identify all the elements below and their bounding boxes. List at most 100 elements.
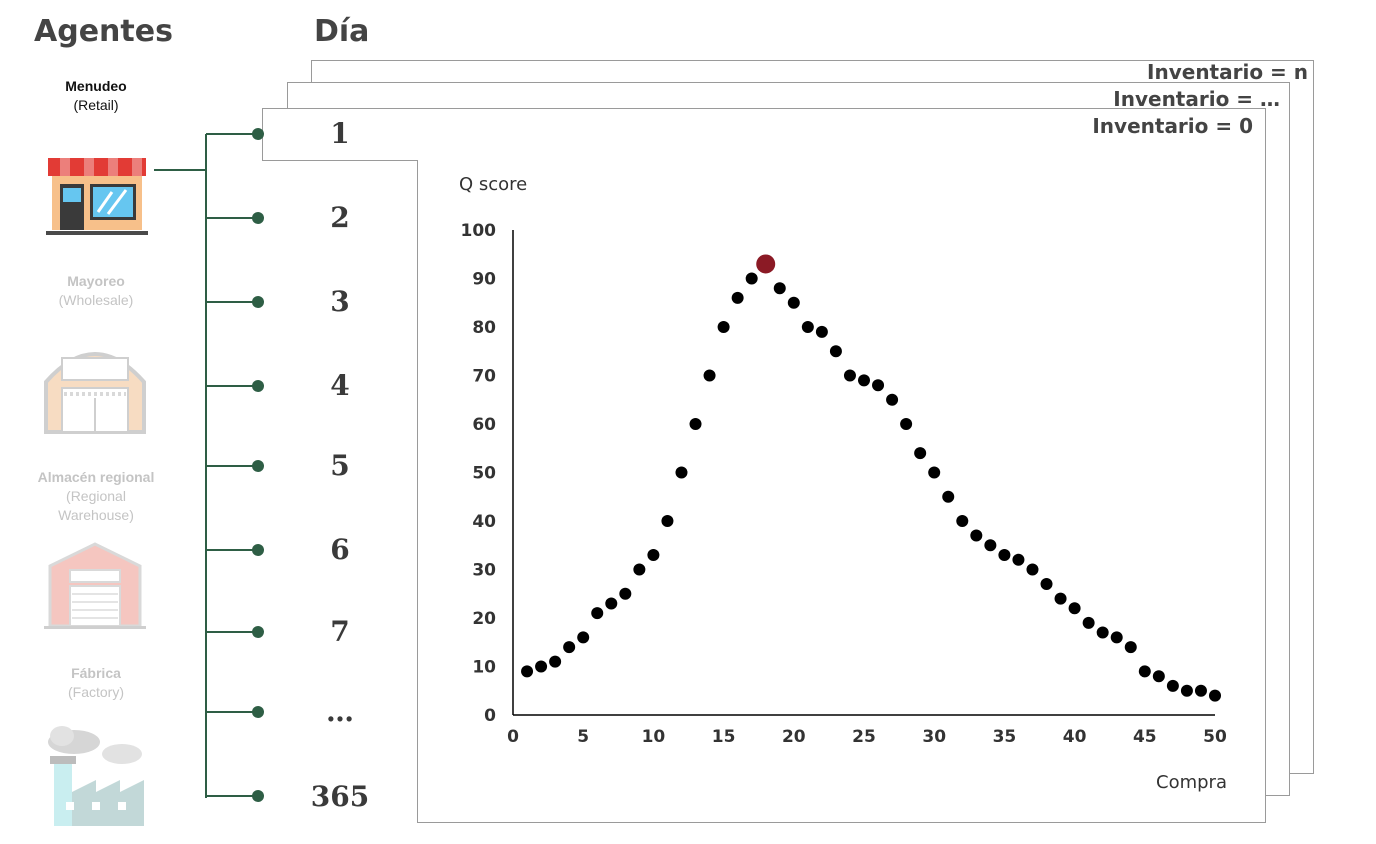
agent-factory[interactable]: Fábrica (Factory) <box>0 664 192 702</box>
day-label-6[interactable]: 6 <box>330 533 350 566</box>
agent-regional-name: Almacén regional <box>37 469 155 485</box>
data-point <box>970 529 983 542</box>
agent-regional-sub-1: (Regional <box>66 488 126 504</box>
agent-factory-sub: (Factory) <box>68 684 124 700</box>
data-point <box>549 655 562 668</box>
timeline-dot-day-6[interactable] <box>252 544 264 556</box>
inventory-frame-0[interactable] <box>262 108 1266 823</box>
data-point <box>1082 616 1095 629</box>
agent-regional-sub-2: Warehouse) <box>58 507 134 523</box>
x-tick-label: 45 <box>1133 727 1157 747</box>
data-point <box>577 631 590 644</box>
day-label-1[interactable]: 1 <box>330 117 350 150</box>
x-tick-label: 30 <box>922 727 946 747</box>
data-point <box>787 296 800 309</box>
timeline-dot-day-8[interactable] <box>252 706 264 718</box>
data-point <box>1096 626 1109 639</box>
data-point <box>661 515 674 527</box>
day-header: Día <box>314 14 370 49</box>
data-point <box>591 607 604 620</box>
agent-regional-warehouse[interactable]: Almacén regional (Regional Warehouse) <box>0 468 192 525</box>
y-tick-label: 0 <box>484 706 496 726</box>
regional-warehouse-icon <box>44 542 146 629</box>
day-label-4[interactable]: 4 <box>330 369 350 402</box>
y-tick-label: 30 <box>472 561 496 581</box>
data-point <box>1040 578 1053 591</box>
timeline-dot-day-3[interactable] <box>252 296 264 308</box>
data-point <box>1124 641 1137 654</box>
x-tick-label: 40 <box>1063 727 1087 747</box>
timeline-dot-day-5[interactable] <box>252 460 264 472</box>
y-tick-label: 50 <box>472 464 496 484</box>
data-point <box>1180 684 1193 697</box>
data-point <box>942 490 955 503</box>
day-tab-bottom-border <box>417 822 1266 823</box>
highlight-point <box>756 254 776 274</box>
data-point <box>773 282 786 295</box>
q-score-chart: Q score Compra 0 10 20 30 40 50 60 70 80 90 100 0 5… <box>459 174 1227 793</box>
x-tick-label: 20 <box>782 727 806 747</box>
factory-icon <box>48 726 144 826</box>
data-point <box>886 393 899 406</box>
data-point <box>900 418 913 430</box>
data-point <box>858 374 870 387</box>
data-point <box>956 515 969 527</box>
y-tick-label: 60 <box>472 415 496 435</box>
timeline-dot-day-7[interactable] <box>252 626 264 638</box>
y-tick-label: 90 <box>472 270 496 290</box>
agent-retail[interactable]: Menudeo (Retail) <box>0 77 192 115</box>
timeline <box>154 128 264 802</box>
agent-retail-sub: (Retail) <box>73 97 119 113</box>
agent-wholesale[interactable]: Mayoreo (Wholesale) <box>0 272 192 310</box>
data-point <box>801 321 814 333</box>
x-tick-label: 50 <box>1203 727 1227 747</box>
data-point <box>605 597 618 610</box>
x-tick-label: 35 <box>993 727 1017 747</box>
day-label-7[interactable]: 7 <box>330 615 350 648</box>
data-point <box>563 641 576 654</box>
y-axis-label: Q score <box>459 174 527 195</box>
data-point <box>619 587 632 600</box>
data-point <box>675 466 688 479</box>
timeline-dot-day-2[interactable] <box>252 212 264 224</box>
day-label-ellipsis[interactable]: … <box>326 695 354 728</box>
agent-retail-name: Menudeo <box>65 78 127 94</box>
data-point <box>1138 665 1151 678</box>
timeline-dot-day-1[interactable] <box>252 128 264 140</box>
data-point <box>1194 684 1207 697</box>
data-point <box>633 563 646 576</box>
data-point <box>731 291 744 304</box>
data-point <box>914 447 927 460</box>
data-point <box>1209 689 1221 702</box>
data-point <box>647 548 660 561</box>
timeline-dot-day-9[interactable] <box>252 790 264 802</box>
x-tick-label: 10 <box>642 727 666 747</box>
data-point <box>689 418 702 430</box>
data-point <box>1026 563 1039 576</box>
data-point <box>984 539 997 552</box>
data-point <box>1166 679 1179 692</box>
warehouse-icon <box>44 352 146 434</box>
day-label-365[interactable]: 365 <box>310 780 370 813</box>
data-point <box>1068 602 1081 615</box>
data-point <box>815 325 828 338</box>
inventory-label-n: Inventario = n <box>1147 60 1308 84</box>
x-tick-label: 0 <box>507 727 519 747</box>
x-tick-label: 15 <box>712 727 736 747</box>
agents-header: Agentes <box>34 14 173 49</box>
y-tick-label: 100 <box>461 221 497 241</box>
y-tick-label: 70 <box>472 367 496 387</box>
day-label-2[interactable]: 2 <box>330 201 350 234</box>
data-point <box>998 548 1011 561</box>
timeline-dot-day-4[interactable] <box>252 380 264 392</box>
day-label-3[interactable]: 3 <box>330 285 350 318</box>
data-point <box>745 272 758 285</box>
x-axis-label: Compra <box>1156 772 1227 793</box>
data-point <box>928 466 941 479</box>
inventory-label-ellipsis: Inventario = … <box>1113 87 1280 111</box>
agent-wholesale-name: Mayoreo <box>67 273 125 289</box>
inventory-label-0: Inventario = 0 <box>1092 114 1253 138</box>
agent-wholesale-sub: (Wholesale) <box>58 292 134 308</box>
agent-factory-name: Fábrica <box>71 665 121 681</box>
day-label-5[interactable]: 5 <box>330 449 350 482</box>
